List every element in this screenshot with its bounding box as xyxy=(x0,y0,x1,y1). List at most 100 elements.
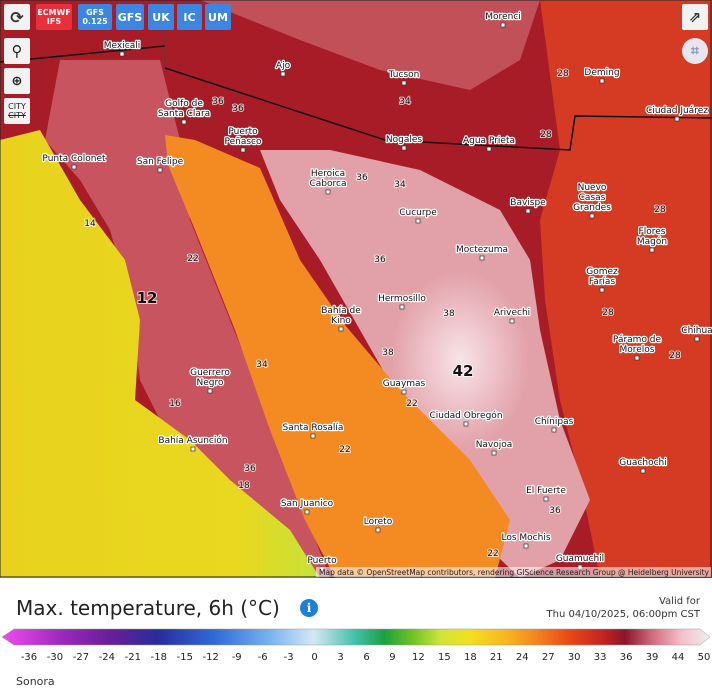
model-button[interactable]: ECMWF IFS xyxy=(36,4,72,30)
city-marker xyxy=(486,146,492,152)
city-label: Tucson xyxy=(388,70,420,80)
city-label: Casas xyxy=(579,193,606,203)
city-marker xyxy=(634,355,640,361)
tick-label: 27 xyxy=(541,652,555,663)
model-button[interactable]: IC xyxy=(177,4,202,30)
city-label: Heroica xyxy=(311,169,345,179)
city-marker xyxy=(401,389,407,395)
temperature-label: 34 xyxy=(256,360,268,370)
city-marker xyxy=(694,336,700,342)
temperature-label: 28 xyxy=(669,351,681,361)
screenshot-button[interactable]: ⌗ xyxy=(682,38,708,64)
hot-spot xyxy=(390,270,530,450)
attribution-bg xyxy=(316,567,711,577)
city-marker xyxy=(500,22,506,28)
city-marker xyxy=(599,287,605,293)
tick-label: -18 xyxy=(150,652,167,663)
city-label: Cucurpe xyxy=(399,208,437,218)
tick-label: -3 xyxy=(283,652,294,663)
tick-label: 44 xyxy=(671,652,685,663)
locate-button[interactable]: ⚲ xyxy=(4,38,30,64)
temperature-label: 36 xyxy=(212,97,224,107)
city-marker xyxy=(415,218,421,224)
city-label: Peñasco xyxy=(224,137,262,147)
gulf xyxy=(165,135,510,578)
tick-label: -15 xyxy=(176,652,193,663)
city-label: Loreto xyxy=(364,517,393,527)
color-bar xyxy=(1,628,711,646)
city-marker xyxy=(491,450,497,456)
temperature-label: 34 xyxy=(394,180,406,190)
city-marker xyxy=(525,208,531,214)
temperature-label: 22 xyxy=(487,549,498,559)
city-label: Morenci xyxy=(485,12,520,22)
city-label: San Felipe xyxy=(137,157,184,167)
city-label: Moctezuma xyxy=(456,245,508,255)
city-marker xyxy=(325,189,331,195)
tick-label: 12 xyxy=(412,652,425,663)
tick-label: -36 xyxy=(20,652,38,663)
city-marker xyxy=(589,213,595,219)
city-marker xyxy=(523,543,529,549)
tick-label: -6 xyxy=(257,652,268,663)
city-label: Los Mochis xyxy=(501,533,550,543)
model-button[interactable]: GFS xyxy=(116,4,144,30)
city-label: Caborca xyxy=(310,179,347,189)
temperature-label: 28 xyxy=(602,308,614,318)
city-marker xyxy=(674,116,680,122)
city-label: Bahía Asunción xyxy=(158,435,227,446)
tick-label: -30 xyxy=(46,652,64,663)
temperature-label: 22 xyxy=(339,445,350,455)
legend-title: Max. temperature, 6h (°C) xyxy=(16,596,280,620)
city-label: El Fuerte xyxy=(526,486,566,496)
tick-label: 15 xyxy=(438,652,451,663)
city-label: Morelos xyxy=(619,345,654,355)
city-toggle[interactable]: CITY CITY xyxy=(4,98,30,124)
tick-label: 50 xyxy=(697,652,711,663)
temperature-label: 12 xyxy=(137,289,158,307)
tick-label: -21 xyxy=(124,652,142,663)
city-label: Bavispe xyxy=(510,198,546,208)
zoom-button[interactable]: ⊕ xyxy=(4,68,30,94)
share-button[interactable]: ⇗ xyxy=(682,4,708,30)
city-label: Guaymas xyxy=(383,379,426,389)
sierra-madre xyxy=(540,0,712,578)
tick-label: 39 xyxy=(645,652,659,663)
model-button-line: ECMWF xyxy=(37,8,71,17)
city-marker xyxy=(640,468,646,474)
model-button[interactable]: UM xyxy=(205,4,231,30)
city-label: Agua Prieta xyxy=(463,136,515,146)
model-button-line: IFS xyxy=(46,17,62,26)
city-label: Ciudad Obregón xyxy=(429,410,502,421)
city-marker xyxy=(119,51,125,57)
city-label: San Juanico xyxy=(281,499,334,509)
tick-label: 21 xyxy=(489,652,503,663)
arizona xyxy=(200,0,540,90)
model-button[interactable]: GFS 0.125 xyxy=(78,4,112,30)
tick-labels: -36 -30 -27 -24 -21 -18 -15 -12 -9 -6 -3 0 3 6 9 12 15 18… xyxy=(0,652,712,668)
tick-label: 3 xyxy=(337,652,344,663)
temperature-label: 36 xyxy=(244,464,256,474)
model-button-line: UM xyxy=(208,10,228,24)
city-label: Punta Colonet xyxy=(42,154,106,164)
city-marker xyxy=(310,433,316,439)
tick-label: 30 xyxy=(567,652,581,663)
tick-label: 24 xyxy=(515,652,529,663)
temperature-label: 18 xyxy=(238,481,250,491)
attribution: Map data © OpenStreetMap contributors, r… xyxy=(319,568,710,577)
city-label: Guerrero xyxy=(190,368,230,378)
model-button[interactable]: UK xyxy=(148,4,174,30)
model-button-line: GFS xyxy=(86,8,104,17)
temperature-label: 22 xyxy=(406,399,417,409)
temperature-label: 16 xyxy=(169,399,181,409)
city-label: Páramo de xyxy=(613,335,662,345)
info-button[interactable]: i xyxy=(300,599,318,617)
city-label: Golfo de xyxy=(165,99,203,109)
refresh-button[interactable]: ⟳ xyxy=(4,4,30,30)
border xyxy=(164,67,712,151)
tick-label: 6 xyxy=(363,652,370,663)
valid-time: Thu 04/10/2025, 06:00pm CST xyxy=(546,609,700,620)
pacific xyxy=(0,130,320,578)
baja xyxy=(45,60,330,578)
